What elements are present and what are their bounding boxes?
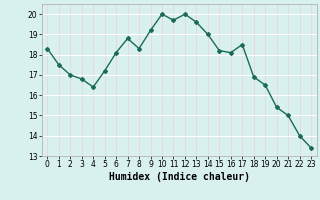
X-axis label: Humidex (Indice chaleur): Humidex (Indice chaleur): [109, 172, 250, 182]
